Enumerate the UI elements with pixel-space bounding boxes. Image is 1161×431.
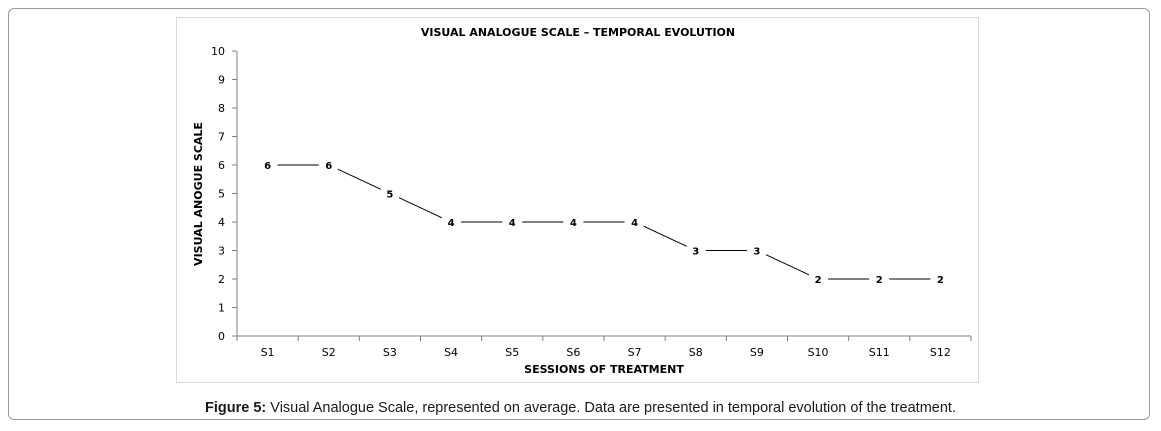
data-label: 4 — [448, 218, 455, 229]
x-tick-label: S7 — [628, 346, 642, 359]
y-tick-label: 8 — [218, 102, 225, 115]
x-tick-label: S1 — [261, 346, 275, 359]
x-axis-label: SESSIONS OF TREATMENT — [524, 363, 684, 376]
y-tick-label: 9 — [218, 74, 225, 87]
x-axis: S1 S2 S3 S4 S5 S6 S7 S8 S9 S10 S11 S12 — [236, 335, 972, 359]
y-tick-label: 3 — [218, 245, 225, 258]
data-label: 4 — [570, 218, 577, 229]
x-tick-label: S12 — [930, 346, 951, 359]
x-tick-label: S11 — [869, 346, 890, 359]
series-segment — [337, 168, 382, 190]
series-segment — [398, 197, 443, 219]
data-label: 4 — [631, 218, 638, 229]
series-segment — [643, 225, 687, 247]
x-tick-label: S2 — [322, 346, 336, 359]
x-tick-label: S10 — [808, 346, 829, 359]
y-tick-label: 2 — [218, 273, 225, 286]
x-tick-label: S6 — [566, 346, 580, 359]
data-label: 5 — [386, 190, 393, 201]
y-axis: 0 1 2 3 4 5 6 7 8 9 10 — [211, 45, 238, 343]
data-label: 2 — [937, 275, 944, 286]
data-label: 2 — [815, 275, 822, 286]
x-tick-label: S4 — [444, 346, 458, 359]
chart-panel: VISUAL ANALOGUE SCALE – TEMPORAL EVOLUTI… — [176, 17, 979, 383]
y-tick-label: 5 — [218, 188, 225, 201]
chart-title: VISUAL ANALOGUE SCALE – TEMPORAL EVOLUTI… — [421, 26, 735, 39]
figure-caption: Figure 5: Visual Analogue Scale, represe… — [0, 400, 1161, 416]
x-tick-label: S8 — [689, 346, 703, 359]
data-labels: 6 6 5 4 4 4 4 3 3 2 2 2 — [264, 161, 944, 286]
figure-label: Figure 5: — [205, 400, 267, 416]
data-label: 2 — [876, 275, 883, 286]
data-label: 6 — [264, 161, 271, 172]
data-label: 4 — [509, 218, 516, 229]
caption-text: Visual Analogue Scale, represented on av… — [266, 400, 956, 416]
series-line — [277, 164, 931, 280]
series-segment — [765, 254, 810, 276]
y-axis-label: VISUAL ANOGUE SCALE — [192, 122, 205, 266]
y-tick-label: 4 — [218, 216, 225, 229]
y-tick-label: 6 — [218, 159, 225, 172]
y-tick-label: 0 — [218, 330, 225, 343]
y-tick-label: 7 — [218, 131, 225, 144]
data-label: 3 — [692, 247, 699, 258]
x-tick-label: S5 — [505, 346, 519, 359]
data-label: 3 — [753, 247, 760, 258]
x-tick-label: S9 — [750, 346, 764, 359]
x-tick-label: S3 — [383, 346, 397, 359]
data-label: 6 — [325, 161, 332, 172]
y-tick-label: 1 — [218, 302, 225, 315]
y-tick-label: 10 — [211, 45, 225, 58]
line-chart: VISUAL ANALOGUE SCALE – TEMPORAL EVOLUTI… — [192, 26, 972, 376]
